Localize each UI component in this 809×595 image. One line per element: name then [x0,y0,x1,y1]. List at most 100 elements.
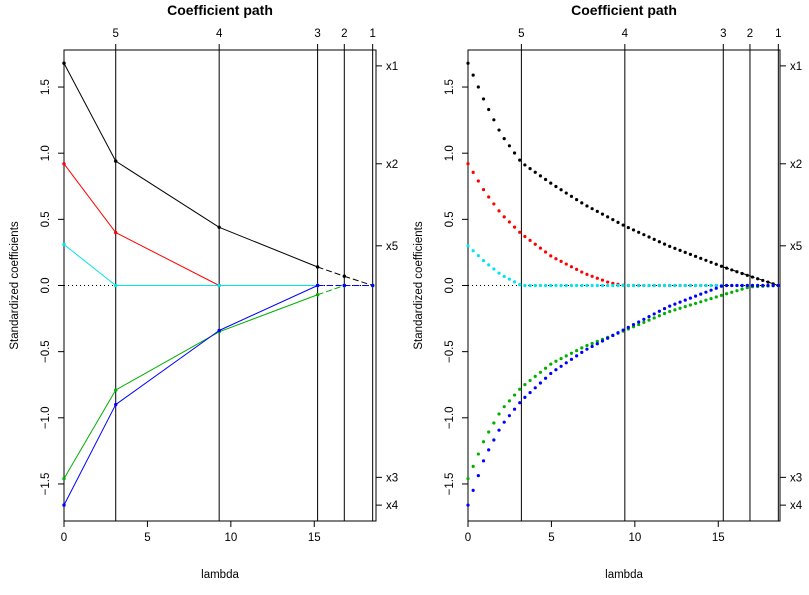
series-point [492,438,496,442]
series-x1 [466,61,780,288]
series-point [590,207,594,211]
series-point [683,305,687,309]
series-segment [63,62,117,162]
series-point [688,283,693,288]
series-point [538,246,543,250]
series-point [554,257,558,261]
series-point [523,283,527,288]
series-point [606,215,610,219]
right-variable-label: x1 [790,61,802,73]
chart-title: Coefficient path [571,2,677,18]
series-point [766,283,770,288]
series-point [652,312,656,316]
series-point [564,361,568,365]
series-point [481,97,486,101]
series-point [745,273,749,277]
series-point [528,378,532,383]
series-point [719,264,724,268]
series-point [704,283,708,288]
series-point [590,274,594,278]
series-point [487,448,491,452]
series-segment [317,285,345,296]
x-tick-label: 15 [308,532,321,544]
series-point [507,277,511,281]
series-point [709,288,713,292]
y-tick-label: −1.0 [40,406,52,429]
x-tick-label: 15 [712,532,725,544]
series-point [518,230,522,234]
series-point [533,386,537,390]
series-point [543,376,548,380]
series-point [590,344,594,349]
series-point [678,248,682,252]
series-point [481,258,486,263]
series-point [575,283,579,288]
series-x4 [466,283,780,507]
series-point [507,414,511,418]
series-point [621,328,625,332]
series-point [217,283,221,288]
series-point [502,405,506,409]
series-x5 [466,244,780,288]
series-point [487,263,491,267]
series-point [642,320,646,324]
series-point [575,198,579,202]
right-variable-label: x3 [386,472,398,484]
series-point [512,407,517,411]
series-point [642,233,646,237]
series-segment [218,294,318,333]
series-point [518,401,522,405]
y-tick-label: 1.0 [444,145,456,161]
series-point [585,347,589,351]
series-point [693,294,698,298]
series-point [487,107,491,112]
series-point [678,283,682,288]
series-point [647,283,651,288]
series-point [528,283,532,288]
series-point [626,225,630,230]
series-point [688,303,693,307]
series-point [647,318,651,322]
top-tick-label: 4 [622,28,629,40]
series-point [575,354,579,358]
series-point [554,368,558,372]
x-axis-label: lambda [201,569,239,581]
series-point [114,388,118,392]
series-point [502,215,506,219]
series-point [114,230,118,235]
right-variable-label: x5 [790,241,802,253]
series-point [776,283,780,288]
series-point [564,262,568,266]
series-point [580,283,584,288]
series-point [549,283,553,288]
series-point [580,270,584,274]
top-tick-label: 3 [314,28,320,40]
series-point [616,220,620,224]
series-point [745,283,749,288]
series-point [631,283,636,288]
series-segment [317,266,345,277]
series-point [549,181,553,185]
series-point [62,61,66,65]
top-tick-label: 2 [747,28,753,40]
series-point [507,144,511,148]
right-variable-label: x1 [386,61,398,73]
series-point [569,194,574,198]
series-point [611,218,615,222]
series-point [585,283,589,288]
series-point [315,293,320,297]
series-point [518,283,522,287]
series-point [699,283,703,288]
right-variable-label: x2 [790,159,802,171]
series-point [683,283,687,288]
series-point [606,280,610,284]
series-point [466,244,470,248]
series-point [559,259,563,263]
series-point [600,212,605,216]
series-point [616,283,620,288]
series-point [709,283,713,288]
x-axis-label: lambda [605,569,643,581]
series-point [575,348,579,353]
series-point [595,339,599,343]
